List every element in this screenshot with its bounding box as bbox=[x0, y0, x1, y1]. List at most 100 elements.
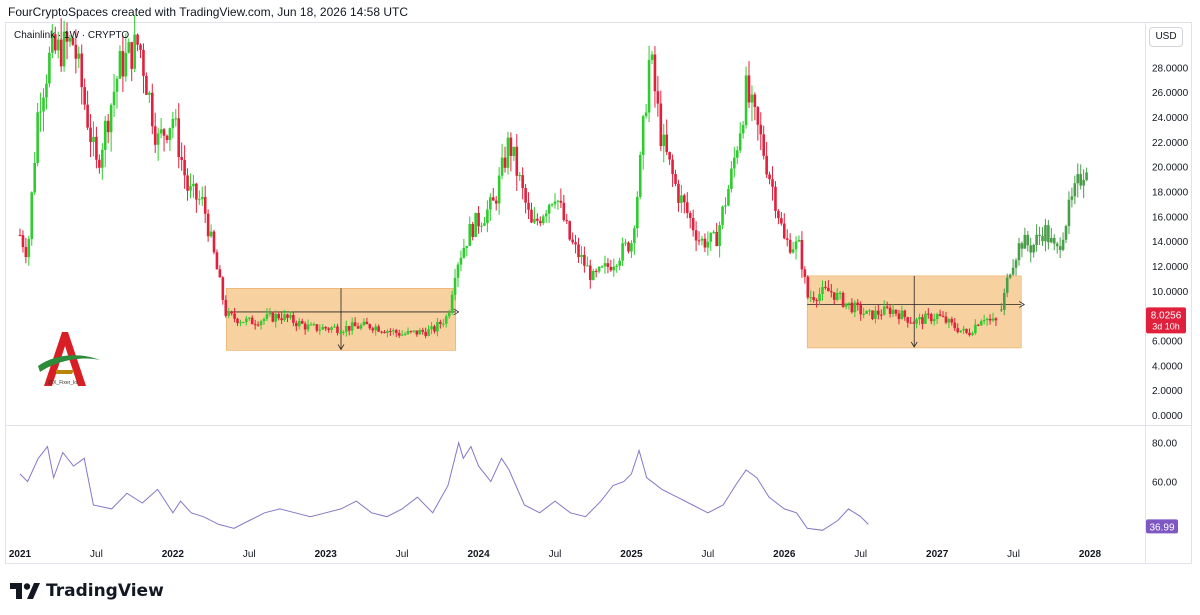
candle-body[interactable] bbox=[112, 91, 116, 105]
projection-candle-body[interactable] bbox=[1023, 234, 1027, 249]
candle-body[interactable] bbox=[571, 239, 574, 243]
candle-body[interactable] bbox=[941, 315, 945, 317]
candle-body[interactable] bbox=[847, 302, 851, 304]
tradingview-logo[interactable]: TradingView bbox=[10, 580, 164, 602]
candle-body[interactable] bbox=[259, 321, 263, 326]
candle-body[interactable] bbox=[703, 238, 707, 248]
candle-body[interactable] bbox=[230, 311, 233, 314]
candle-body[interactable] bbox=[168, 128, 172, 140]
candle-body[interactable] bbox=[224, 299, 228, 316]
candle-body[interactable] bbox=[209, 231, 213, 237]
candle-body[interactable] bbox=[971, 333, 974, 336]
candle-body[interactable] bbox=[453, 277, 457, 295]
candle-body[interactable] bbox=[512, 146, 516, 156]
candle-body[interactable] bbox=[368, 324, 372, 329]
candle-body[interactable] bbox=[286, 314, 289, 318]
candle-body[interactable] bbox=[356, 326, 360, 329]
candle-body[interactable] bbox=[265, 314, 269, 319]
candle-body[interactable] bbox=[976, 324, 980, 326]
candle-body[interactable] bbox=[383, 331, 386, 333]
candle-body[interactable] bbox=[359, 325, 363, 329]
candle-body[interactable] bbox=[912, 322, 915, 324]
candle-body[interactable] bbox=[215, 252, 219, 270]
candle-body[interactable] bbox=[903, 310, 907, 318]
candle-body[interactable] bbox=[653, 54, 657, 92]
candle-body[interactable] bbox=[45, 83, 48, 98]
candle-body[interactable] bbox=[250, 317, 254, 325]
candle-body[interactable] bbox=[403, 333, 407, 335]
candle-body[interactable] bbox=[477, 212, 480, 227]
candle-body[interactable] bbox=[98, 159, 101, 168]
candle-body[interactable] bbox=[183, 159, 186, 176]
candle-body[interactable] bbox=[42, 97, 45, 112]
candle-body[interactable] bbox=[315, 324, 319, 331]
candle-body[interactable] bbox=[715, 231, 718, 247]
candle-body[interactable] bbox=[586, 265, 589, 267]
candle-body[interactable] bbox=[33, 162, 36, 193]
candle-body[interactable] bbox=[782, 223, 786, 239]
candle-body[interactable] bbox=[480, 225, 483, 227]
candle-body[interactable] bbox=[21, 235, 25, 248]
candle-body[interactable] bbox=[750, 94, 754, 103]
candle-body[interactable] bbox=[785, 238, 789, 240]
candle-body[interactable] bbox=[347, 325, 351, 331]
candle-body[interactable] bbox=[427, 329, 430, 336]
projection-candle-body[interactable] bbox=[1047, 225, 1050, 243]
candle-body[interactable] bbox=[521, 175, 524, 188]
candle-body[interactable] bbox=[30, 192, 34, 239]
candle-body[interactable] bbox=[268, 312, 272, 315]
candle-body[interactable] bbox=[668, 151, 671, 160]
candle-body[interactable] bbox=[691, 218, 695, 231]
candle-body[interactable] bbox=[768, 174, 771, 180]
candle-body[interactable] bbox=[27, 238, 31, 258]
candle-body[interactable] bbox=[392, 330, 395, 332]
candle-body[interactable] bbox=[815, 300, 818, 302]
candle-body[interactable] bbox=[59, 39, 63, 67]
candle-body[interactable] bbox=[762, 134, 766, 156]
candle-body[interactable] bbox=[506, 137, 510, 168]
candle-body[interactable] bbox=[148, 92, 151, 95]
candle-body[interactable] bbox=[92, 136, 95, 142]
candle-body[interactable] bbox=[350, 322, 354, 331]
candle-body[interactable] bbox=[518, 175, 522, 177]
candle-body[interactable] bbox=[650, 54, 654, 60]
candle-body[interactable] bbox=[574, 242, 577, 245]
candle-body[interactable] bbox=[374, 326, 377, 331]
candle-body[interactable] bbox=[186, 175, 189, 191]
symbol-label[interactable]: Chainlink · 1W · CRYPTO bbox=[14, 30, 130, 41]
candle-body[interactable] bbox=[879, 314, 883, 316]
candle-body[interactable] bbox=[456, 264, 460, 278]
candle-body[interactable] bbox=[621, 243, 624, 261]
candle-body[interactable] bbox=[280, 318, 283, 321]
candle-body[interactable] bbox=[103, 120, 107, 150]
candle-body[interactable] bbox=[677, 183, 680, 203]
candle-body[interactable] bbox=[330, 327, 333, 330]
candle-body[interactable] bbox=[236, 318, 239, 324]
candle-body[interactable] bbox=[212, 231, 216, 253]
candle-body[interactable] bbox=[48, 52, 51, 84]
projection-candle-body[interactable] bbox=[1073, 183, 1077, 197]
candle-body[interactable] bbox=[39, 111, 42, 113]
candle-body[interactable] bbox=[862, 313, 865, 315]
candle-body[interactable] bbox=[979, 321, 983, 326]
candle-body[interactable] bbox=[462, 247, 466, 258]
candle-body[interactable] bbox=[600, 266, 604, 268]
candle-body[interactable] bbox=[539, 220, 542, 224]
candle-body[interactable] bbox=[115, 78, 119, 92]
candle-body[interactable] bbox=[165, 135, 169, 140]
candle-body[interactable] bbox=[591, 270, 595, 281]
candle-body[interactable] bbox=[841, 292, 845, 307]
candle-body[interactable] bbox=[180, 157, 183, 160]
candle-body[interactable] bbox=[994, 318, 998, 321]
candle-body[interactable] bbox=[450, 294, 454, 313]
candle-body[interactable] bbox=[218, 269, 222, 278]
candle-body[interactable] bbox=[162, 129, 166, 136]
candle-body[interactable] bbox=[871, 310, 874, 319]
projection-candle-body[interactable] bbox=[1067, 199, 1071, 227]
candle-body[interactable] bbox=[827, 287, 830, 292]
candle-body[interactable] bbox=[430, 326, 433, 330]
candle-body[interactable] bbox=[247, 317, 251, 319]
candle-body[interactable] bbox=[709, 232, 713, 242]
candle-body[interactable] bbox=[415, 330, 419, 335]
candle-body[interactable] bbox=[806, 276, 810, 298]
